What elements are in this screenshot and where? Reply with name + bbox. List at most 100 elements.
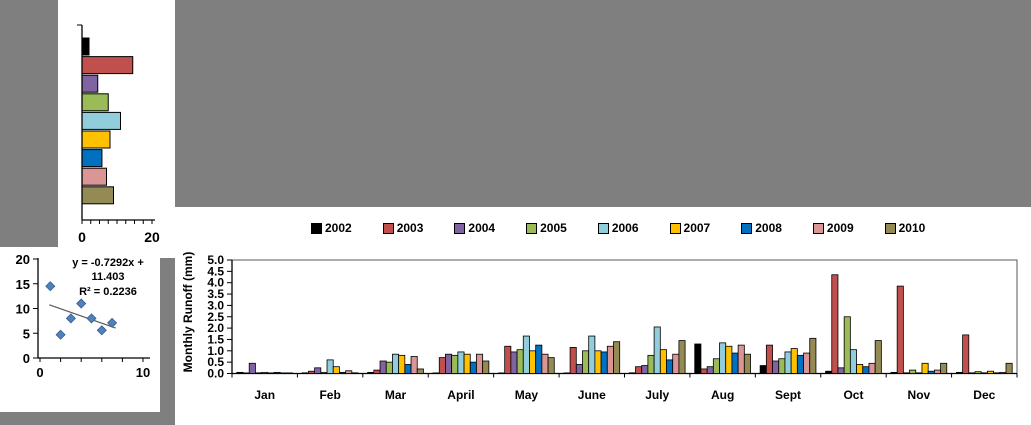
trendline bbox=[49, 304, 116, 329]
bar-2010-April bbox=[482, 360, 490, 374]
ytick-2.0: 2.0 bbox=[207, 321, 224, 335]
hbar-2005 bbox=[81, 93, 109, 112]
bar-2008-Sept bbox=[796, 354, 804, 374]
bar-2010-Sept bbox=[809, 337, 817, 374]
hbar-2004 bbox=[81, 74, 99, 93]
bar-2008-Nov bbox=[927, 370, 935, 374]
bar-2005-June bbox=[582, 350, 590, 374]
legend-item-2004: 2004 bbox=[454, 222, 495, 234]
r-squared-label: R² = 0.2236 bbox=[79, 286, 137, 298]
bar-2007-May bbox=[529, 350, 537, 374]
hbar-xtick-20: 20 bbox=[144, 229, 160, 245]
bar-2007-July bbox=[659, 349, 667, 374]
bar-2005-Jan bbox=[255, 372, 263, 374]
bar-2008-May bbox=[535, 344, 543, 374]
scatter-ytick-5: 5 bbox=[23, 326, 30, 341]
month-label-Nov: Nov bbox=[908, 388, 931, 402]
bar-2003-May bbox=[504, 345, 512, 374]
gray-block-top-right bbox=[175, 0, 1031, 207]
bar-2005-Mar bbox=[385, 361, 393, 374]
hbar-xtick-0: 0 bbox=[78, 229, 86, 245]
bar-2007-Jan bbox=[267, 372, 275, 374]
bar-2002-Sept bbox=[759, 365, 767, 374]
bar-2004-Dec bbox=[968, 372, 976, 374]
bar-2005-Aug bbox=[712, 358, 720, 374]
month-label-April: April bbox=[447, 388, 474, 402]
ytick-1.5: 1.5 bbox=[207, 332, 224, 346]
hbar-2008 bbox=[81, 149, 103, 168]
bar-2003-June bbox=[569, 346, 577, 374]
bar-2007-June bbox=[594, 350, 602, 374]
bar-2006-Feb bbox=[326, 359, 334, 374]
bar-2005-Oct bbox=[843, 316, 851, 374]
bar-2004-Feb bbox=[314, 367, 322, 374]
month-label-Aug: Aug bbox=[711, 388, 734, 402]
bar-2004-Nov bbox=[902, 372, 910, 374]
scatter-ytick-20: 20 bbox=[16, 252, 30, 267]
bar-2003-Aug bbox=[700, 368, 708, 374]
bar-2006-Nov bbox=[915, 372, 923, 374]
ytick-4.5: 4.5 bbox=[207, 264, 224, 278]
bar-2005-Feb bbox=[320, 371, 328, 374]
bar-2004-Oct bbox=[837, 367, 845, 374]
bar-2009-June bbox=[606, 345, 614, 374]
bar-2010-Nov bbox=[940, 362, 948, 374]
month-label-Mar: Mar bbox=[385, 388, 407, 402]
bar-2006-June bbox=[588, 335, 596, 374]
bar-2002-June bbox=[563, 372, 571, 374]
trendline-equation-line1: y = -0.7292x + bbox=[72, 257, 144, 269]
legend-label-2008: 2008 bbox=[755, 221, 782, 235]
bar-2005-July bbox=[647, 354, 655, 374]
scatter-ytick-0: 0 bbox=[23, 351, 30, 366]
bar-2010-June bbox=[613, 341, 621, 374]
bar-2009-Feb bbox=[345, 370, 353, 374]
bar-2009-Jan bbox=[279, 372, 287, 374]
bar-2006-Dec bbox=[980, 372, 988, 374]
bar-2006-Sept bbox=[784, 351, 792, 374]
bar-2009-Aug bbox=[737, 344, 745, 374]
bar-2010-Dec bbox=[1005, 362, 1013, 374]
ytick-0.5: 0.5 bbox=[207, 355, 224, 369]
scatter-xtick-10: 10 bbox=[136, 365, 150, 380]
bar-2009-Dec bbox=[999, 371, 1007, 374]
bar-2009-Oct bbox=[868, 362, 876, 374]
scatter-point-3 bbox=[76, 298, 87, 309]
bar-2003-July bbox=[635, 366, 643, 374]
bar-2008-Oct bbox=[862, 366, 870, 374]
ytick-3.0: 3.0 bbox=[207, 298, 224, 312]
gray-strip-scatter-right bbox=[160, 258, 175, 425]
bar-2010-Aug bbox=[743, 353, 751, 374]
bar-2004-Aug bbox=[706, 366, 714, 374]
hbar-2006 bbox=[81, 111, 121, 130]
ytick-1.0: 1.0 bbox=[207, 344, 224, 358]
bar-2002-Aug bbox=[694, 343, 702, 374]
bar-2006-Jan bbox=[261, 371, 269, 374]
scatter-point-5 bbox=[96, 325, 107, 336]
bar-2006-Oct bbox=[849, 349, 857, 374]
bar-2005-May bbox=[516, 349, 524, 374]
bar-2002-May bbox=[498, 372, 506, 374]
legend-item-2002: 2002 bbox=[311, 222, 352, 234]
bar-2009-Sept bbox=[803, 352, 811, 374]
hbar-2002 bbox=[81, 37, 90, 56]
bar-2002-Dec bbox=[955, 371, 963, 374]
scatter-point-0 bbox=[45, 281, 56, 292]
month-label-Sept: Sept bbox=[775, 388, 801, 402]
legend-label-2006: 2006 bbox=[611, 221, 639, 235]
trendline-equation-line2: 11.403 bbox=[91, 271, 125, 283]
bar-2007-Feb bbox=[332, 366, 340, 374]
bar-2004-June bbox=[575, 364, 583, 374]
bar-2007-Aug bbox=[725, 345, 733, 374]
legend-marker-2006 bbox=[597, 222, 609, 234]
bar-2004-Mar bbox=[379, 360, 387, 374]
gray-strip-scatter-bottom bbox=[0, 412, 175, 425]
bar-2010-Oct bbox=[874, 340, 882, 374]
bar-2002-July bbox=[628, 372, 636, 374]
bar-2004-Jan bbox=[248, 362, 256, 374]
bar-2004-Sept bbox=[772, 360, 780, 374]
scatter-ytick-15: 15 bbox=[16, 277, 30, 292]
scatter-point-4 bbox=[86, 313, 97, 324]
bar-2003-Feb bbox=[308, 370, 316, 374]
bar-2010-July bbox=[678, 340, 686, 374]
bar-2002-Nov bbox=[890, 371, 898, 374]
